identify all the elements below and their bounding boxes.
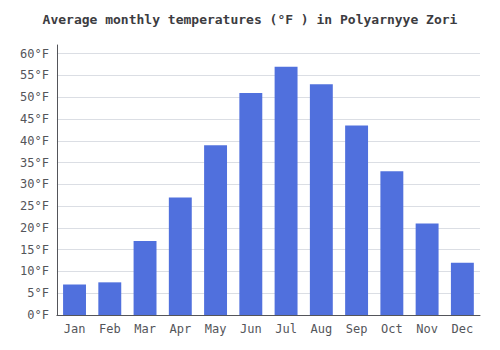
svg-text:Jan: Jan [64,322,86,336]
svg-text:60°F: 60°F [20,47,49,61]
svg-text:0°F: 0°F [27,308,49,322]
svg-text:55°F: 55°F [20,68,49,82]
svg-text:25°F: 25°F [20,199,49,213]
svg-text:Jun: Jun [240,322,262,336]
svg-text:15°F: 15°F [20,243,49,257]
svg-text:50°F: 50°F [20,90,49,104]
svg-text:Dec: Dec [452,322,474,336]
svg-text:Jul: Jul [275,322,297,336]
svg-text:40°F: 40°F [20,134,49,148]
svg-text:5°F: 5°F [27,286,49,300]
svg-text:Apr: Apr [169,322,191,336]
svg-text:Mar: Mar [134,322,156,336]
svg-text:10°F: 10°F [20,264,49,278]
svg-text:30°F: 30°F [20,177,49,191]
svg-text:Sep: Sep [346,322,368,336]
svg-text:Average monthly temperatures (: Average monthly temperatures (°F ) in Po… [43,12,458,27]
svg-text:Aug: Aug [310,322,332,336]
svg-text:45°F: 45°F [20,112,49,126]
svg-text:Feb: Feb [99,322,121,336]
svg-text:Oct: Oct [381,322,403,336]
svg-text:May: May [205,322,227,336]
svg-text:20°F: 20°F [20,221,49,235]
svg-text:35°F: 35°F [20,156,49,170]
svg-text:Nov: Nov [416,322,438,336]
